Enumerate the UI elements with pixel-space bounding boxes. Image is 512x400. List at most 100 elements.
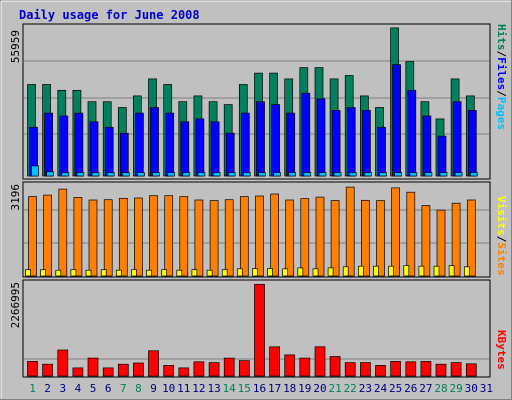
bar-visits [194, 199, 204, 277]
bar-visits [436, 209, 446, 277]
bar-pages [182, 172, 191, 177]
bar-visits [345, 186, 355, 277]
bar-kbytes [238, 360, 250, 377]
bar-files [467, 110, 477, 177]
bar-pages [469, 172, 478, 177]
day-label: 28 [434, 382, 447, 395]
bar-files [271, 104, 280, 177]
bar-pages [121, 172, 130, 177]
bar-sites [312, 268, 319, 277]
bar-files [119, 132, 129, 177]
chart-title: Daily usage for June 2008 [19, 8, 200, 22]
bar-visits [315, 196, 325, 277]
bar-sites [297, 267, 304, 277]
bar-kbytes [223, 357, 235, 377]
bar-sites [176, 269, 183, 277]
bar-kbytes [254, 283, 265, 377]
day-label: 6 [105, 382, 112, 395]
day-label: 31 [480, 382, 493, 395]
bar-files [74, 112, 84, 177]
bar-kbytes [390, 361, 401, 377]
bar-files [377, 126, 386, 177]
bar-sites [85, 269, 92, 277]
bar-visits [224, 199, 234, 277]
bar-kbytes [27, 361, 38, 377]
bar-files [165, 112, 175, 177]
bar-kbytes [117, 363, 129, 377]
bar-pages [333, 172, 342, 177]
bar-files [407, 89, 417, 177]
bar-pages [152, 172, 160, 177]
bar-sites [146, 269, 152, 277]
bar-kbytes [163, 365, 175, 377]
legend-kbytes: KBytes [495, 330, 508, 370]
legend-sites: Sites [495, 242, 508, 275]
bar-kbytes [344, 362, 356, 377]
bar-visits [376, 200, 385, 277]
bar-kbytes [314, 346, 326, 377]
bar-visits [58, 188, 68, 277]
bar-kbytes [269, 346, 280, 377]
bar-files [240, 112, 250, 177]
bar-visits [73, 197, 83, 277]
bar-kbytes [178, 367, 190, 377]
bar-files [210, 121, 220, 177]
bar-marks [25, 27, 478, 377]
bar-sites [388, 265, 394, 277]
bar-files [301, 92, 311, 177]
bar-kbytes [375, 365, 386, 377]
bar-visits [28, 196, 37, 277]
bar-pages [364, 172, 372, 177]
legend-sep: / [495, 90, 508, 97]
bar-files [44, 112, 53, 177]
bar-kbytes [42, 363, 53, 377]
day-label: 29 [449, 382, 462, 395]
bar-sites [342, 266, 349, 277]
bar-sites [252, 268, 258, 277]
day-label: 4 [75, 382, 82, 395]
bar-files [452, 101, 462, 177]
bar-visits [421, 205, 431, 277]
day-label: 21 [328, 382, 341, 395]
bar-sites [25, 269, 31, 277]
bar-kbytes [405, 361, 417, 377]
day-label: 24 [374, 382, 388, 395]
bar-kbytes [87, 357, 99, 377]
legend-sep: / [495, 51, 508, 58]
bar-sites [236, 268, 243, 277]
bar-kbytes [133, 362, 144, 377]
bar-sites [40, 269, 46, 277]
day-label: 13 [207, 382, 220, 395]
bar-kbytes [148, 350, 159, 377]
bar-sites [191, 269, 198, 277]
bar-pages [379, 172, 387, 177]
day-label: 12 [192, 382, 205, 395]
axis-max-kbytes: 2266995 [9, 282, 22, 328]
legend-hits: Hits [495, 24, 508, 51]
bar-visits [134, 197, 143, 277]
bar-sites [131, 269, 137, 277]
day-label: 25 [389, 382, 402, 395]
bar-visits [300, 198, 310, 277]
bar-pages [318, 172, 327, 177]
bar-kbytes [329, 356, 341, 377]
legend-sep: / [495, 236, 508, 243]
bar-sites [161, 269, 168, 277]
bar-visits [88, 199, 98, 277]
bar-pages [46, 171, 54, 177]
day-label: 9 [150, 382, 157, 395]
bar-files [150, 107, 159, 177]
bar-pages [258, 172, 266, 177]
bar-sites [463, 266, 470, 277]
axis-max-hits: 55959 [9, 30, 22, 63]
bar-kbytes [360, 362, 371, 377]
bar-sites [100, 269, 107, 277]
bar-pages [439, 172, 448, 177]
legend-visits: Visits [495, 196, 508, 236]
day-label: 18 [283, 382, 296, 395]
day-label: 14 [223, 382, 237, 395]
bar-visits [330, 200, 340, 277]
bar-sites [282, 268, 289, 277]
bar-files [362, 110, 371, 177]
bar-files [104, 126, 114, 177]
